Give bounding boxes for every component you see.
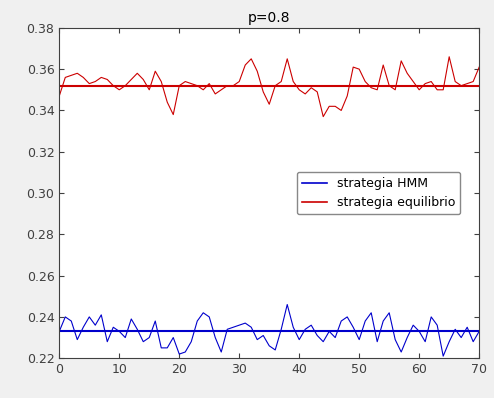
Title: p=0.8: p=0.8 [248,11,290,25]
Legend: strategia HMM, strategia equilibrio: strategia HMM, strategia equilibrio [297,172,460,214]
